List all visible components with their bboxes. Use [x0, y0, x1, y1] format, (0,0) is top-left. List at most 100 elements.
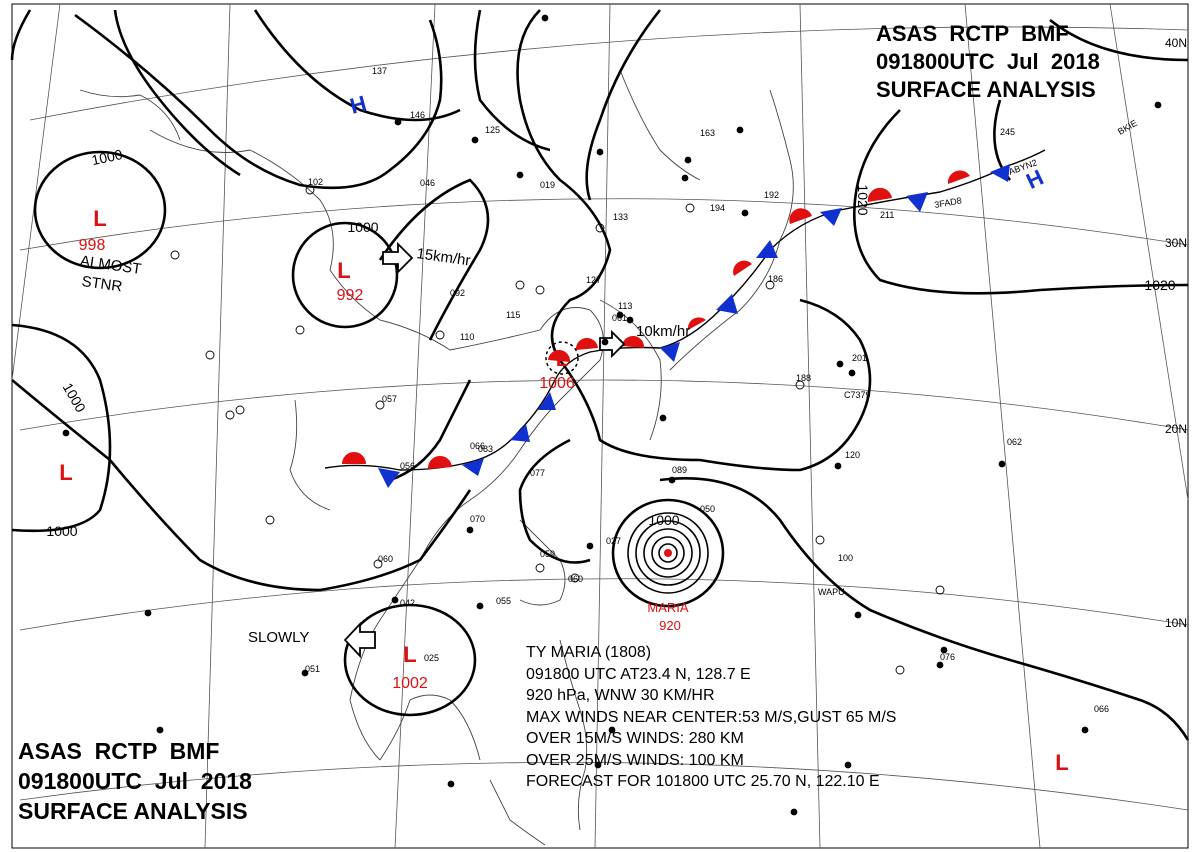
ship-label: BKIE: [1116, 118, 1139, 137]
station-label: 089: [672, 465, 687, 475]
isobars: [10, 9, 1190, 741]
low-marker: L: [59, 460, 72, 485]
lat-label-30n: 30N: [1165, 236, 1188, 250]
isobar-label: 1000: [347, 219, 378, 235]
station-label: 120: [845, 450, 860, 460]
low-marker: L: [93, 206, 106, 231]
low-value: 1002: [392, 675, 428, 692]
station-label: 060: [378, 554, 393, 564]
motion-speed-label: SLOWLY: [248, 629, 309, 646]
pressure-systems: L 998 L 992 L 1006 L 1002 L L H H: [59, 91, 1068, 775]
header-top: ASAS RCTP BMF 091800UTC Jul 2018 SURFACE…: [876, 20, 1146, 104]
low-marker: L: [556, 349, 568, 371]
motion-speed-label: 10km/hr: [636, 323, 690, 340]
station-label: 060: [568, 574, 583, 584]
station-label: 056: [400, 461, 415, 471]
header-bottom-line3: SURFACE ANALYSIS: [18, 798, 248, 824]
station-label: 133: [613, 212, 628, 222]
isobar-label: 1020: [1144, 277, 1175, 293]
station-label: 146: [410, 110, 425, 120]
graticule: [11, 3, 1189, 849]
station-label: 077: [530, 468, 545, 478]
low-1006-ring: [545, 341, 579, 375]
station-labels: 137 146 125 163 194 046 102 092 057 066 …: [305, 66, 1139, 714]
station-label: 055: [496, 596, 511, 606]
almost-stationary-label: ALMOST STNR: [76, 253, 146, 299]
system-notes: ALMOST STNR 15km/hr 10km/hr SLOWLY: [76, 245, 690, 646]
station-label: 163: [700, 128, 715, 138]
isobar-label: 1000: [648, 512, 679, 528]
ship-label: 3FAD8: [934, 195, 963, 210]
typhoon-info-line: OVER 15M/S WINDS: 280 KM: [526, 730, 744, 747]
station-label: 115: [506, 310, 520, 320]
coastlines: [79, 69, 794, 846]
low-value: 992: [337, 287, 364, 304]
station-label: 062: [1007, 437, 1022, 447]
typhoon-info-line: MAX WINDS NEAR CENTER:53 M/S,GUST 65 M/S: [526, 708, 897, 726]
station-label: 125: [485, 125, 500, 135]
station-label: 186: [768, 274, 783, 284]
ship-label: WAPU: [818, 587, 845, 597]
lat-label-10n: 10N: [1165, 616, 1188, 630]
header-top-line1: ASAS RCTP BMF: [876, 21, 1069, 46]
station-label: 019: [540, 180, 555, 190]
header-bottom-line1: ASAS RCTP BMF: [18, 738, 220, 764]
station-label: 110: [460, 332, 474, 342]
station-label: 245: [1000, 127, 1015, 137]
station-label: 194: [710, 203, 725, 213]
isobar-label: 1020: [855, 184, 871, 215]
station-label: 025: [424, 653, 439, 663]
typhoon-info-line: FORECAST FOR 101800 UTC 25.70 N, 122.10 …: [526, 773, 880, 790]
typhoon-name: MARIA: [647, 600, 689, 615]
low-marker: L: [1055, 750, 1068, 775]
ship-label: C7379: [844, 390, 871, 400]
station-label: 100: [838, 553, 853, 563]
station-plots: [62, 14, 1162, 816]
station-label: 046: [420, 178, 435, 188]
high-marker: H: [1022, 165, 1047, 194]
high-marker: H: [347, 91, 369, 119]
station-label: 051: [305, 664, 320, 674]
typhoon-info-line: OVER 25M/S WINDS: 100 KM: [526, 751, 744, 769]
low-value: 998: [79, 237, 106, 254]
station-label: 076: [940, 652, 955, 662]
station-label: 113: [618, 301, 632, 311]
isobar-label: 1000: [60, 380, 90, 415]
typhoon-info-line: 920 hPa, WNW 30 KM/HR: [526, 687, 715, 704]
station-label: 070: [470, 514, 485, 524]
station-label: 127: [586, 275, 601, 285]
station-label: 042: [400, 598, 415, 608]
station-label: 188: [796, 373, 811, 383]
station-plot-open: [170, 185, 945, 675]
low-marker: L: [403, 642, 416, 667]
typhoon-info: TY MARIA (1808) 091800 UTC AT23.4 N, 128…: [526, 642, 896, 793]
header-top-line2: 091800UTC Jul 2018: [876, 49, 1100, 74]
station-label: 050: [700, 504, 715, 514]
station-label: 059: [540, 549, 555, 559]
low-marker: L: [337, 258, 350, 283]
motion-arrows: [343, 241, 626, 659]
station-label: 102: [308, 177, 323, 187]
station-label: 066: [1094, 704, 1109, 714]
header-bottom-line2: 091800UTC Jul 2018: [18, 768, 252, 794]
station-label: 092: [450, 288, 465, 298]
station-label: 057: [382, 394, 397, 404]
typhoon-info-line: TY MARIA (1808): [526, 644, 652, 661]
station-label: 061: [612, 313, 627, 323]
motion-speed-label: 15km/hr: [415, 245, 471, 269]
low-value: 1006: [539, 375, 575, 392]
header-top-line3: SURFACE ANALYSIS: [876, 77, 1096, 102]
station-label: 083: [478, 444, 493, 454]
isobar-label: 1000: [90, 146, 124, 168]
station-label: 201: [852, 353, 867, 363]
stationary-front: [324, 149, 1046, 488]
lat-label-40n: 40N: [1165, 36, 1188, 50]
isobar-label: 1000: [46, 523, 77, 539]
station-label: 192: [764, 190, 779, 200]
typhoon-pressure: 920: [659, 618, 681, 633]
station-label: 066: [470, 441, 485, 451]
typhoon-eye-icon: [664, 549, 672, 557]
station-label: 211: [880, 210, 894, 220]
station-label: 027: [606, 536, 621, 546]
